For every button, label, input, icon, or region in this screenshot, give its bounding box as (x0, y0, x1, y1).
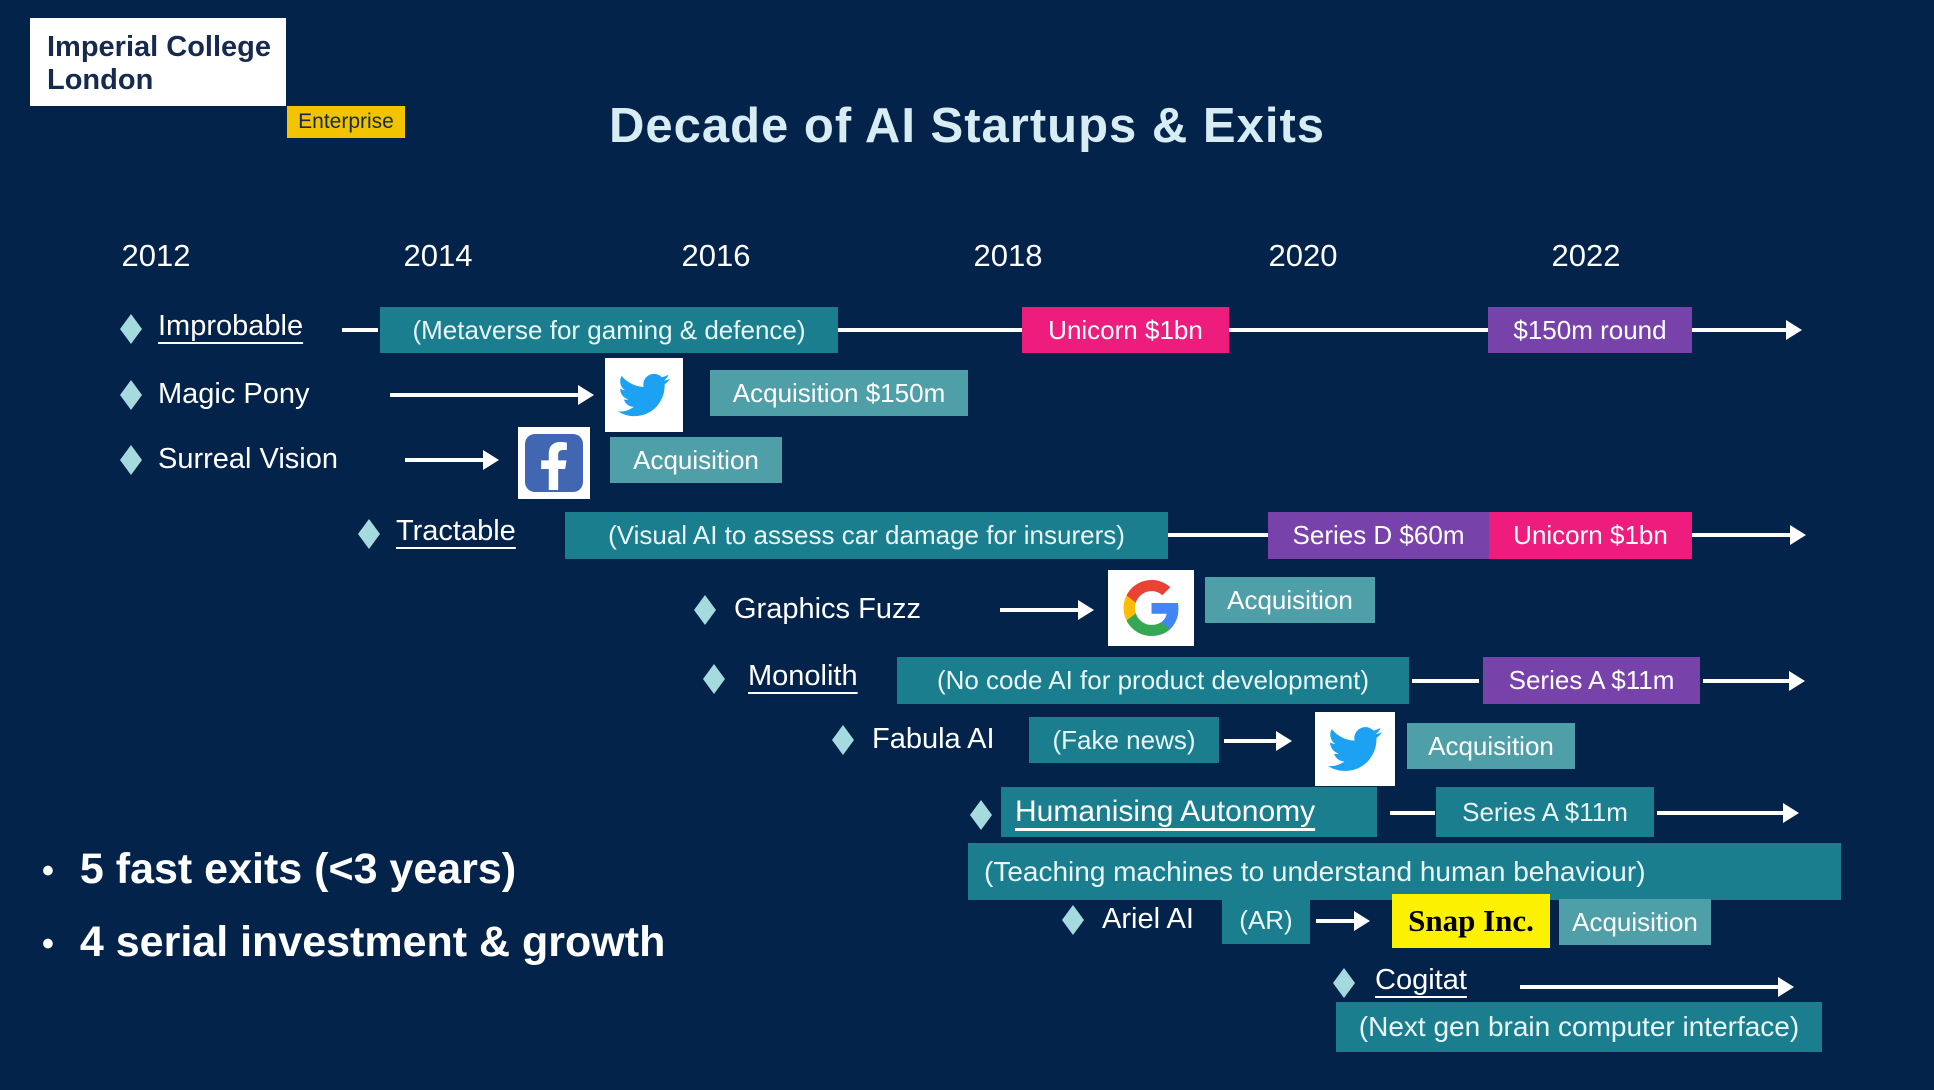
google-logo (1108, 570, 1194, 646)
year-label-2014: 2014 (403, 238, 473, 273)
google-g-icon (1123, 580, 1179, 636)
diamond-bullet-icon (970, 800, 992, 830)
diamond-bullet-icon (703, 664, 725, 694)
milestone-round-monolith: Series A $11m (1483, 657, 1700, 704)
slide-title: Decade of AI Startups & Exits (608, 99, 1326, 153)
startup-name-cogitat[interactable]: Cogitat (1375, 964, 1467, 996)
year-label-2012: 2012 (121, 238, 191, 273)
startup-name-ariel-ai: Ariel AI (1102, 903, 1194, 935)
timeline-arrow (1703, 671, 1805, 691)
bullet-dot-icon: • (42, 852, 54, 891)
milestone-acquisition-magic-pony: Acquisition $150m (710, 370, 968, 416)
timeline-arrow (1692, 320, 1802, 340)
milestone-unicorn-tractable: Unicorn $1bn (1489, 512, 1692, 559)
facebook-f-icon (525, 434, 583, 492)
summary-bullet-2: • 4 serial investment & growth (42, 918, 666, 966)
timeline-line (838, 328, 1022, 332)
startup-name-magic-pony: Magic Pony (158, 378, 310, 410)
twitter-bird-icon (618, 373, 670, 417)
bullet-dot-icon: • (42, 925, 54, 964)
diamond-bullet-icon (120, 314, 142, 344)
startup-name-improbable[interactable]: Improbable (158, 310, 304, 342)
timeline-line (1168, 533, 1268, 537)
snap-inc-logo: Snap Inc. (1392, 894, 1550, 948)
summary-bullet-1: • 5 fast exits (<3 years) (42, 845, 517, 893)
twitter-logo (1315, 712, 1395, 786)
diamond-bullet-icon (1333, 968, 1355, 998)
startup-name-fabula-ai: Fabula AI (872, 723, 995, 755)
diamond-bullet-icon (120, 445, 142, 475)
milestone-round-improbable: $150m round (1488, 307, 1692, 353)
milestone-unicorn-improbable: Unicorn $1bn (1022, 307, 1229, 353)
startup-name-humanising-autonomy[interactable]: Humanising Autonomy (1001, 787, 1377, 837)
year-label-2020: 2020 (1268, 238, 1338, 273)
facebook-logo (518, 427, 590, 499)
connector-line (342, 328, 378, 332)
diamond-bullet-icon (120, 380, 142, 410)
year-label-2016: 2016 (681, 238, 751, 273)
connector-line (1412, 679, 1479, 683)
milestone-round-humanising: Series A $11m (1436, 787, 1654, 837)
diamond-bullet-icon (694, 595, 716, 625)
startup-name-monolith[interactable]: Monolith (748, 660, 858, 692)
description-box-tractable: (Visual AI to assess car damage for insu… (565, 512, 1168, 559)
timeline-arrow (1657, 803, 1799, 823)
description-box-ariel: (AR) (1222, 897, 1310, 944)
diamond-bullet-icon (1062, 905, 1084, 935)
description-box-monolith: (No code AI for product development) (897, 657, 1409, 704)
connector-line (1390, 811, 1435, 815)
description-box-cogitat: (Next gen brain computer interface) (1336, 1002, 1822, 1052)
milestone-acquisition-fabula: Acquisition (1407, 723, 1575, 769)
timeline-arrow (1520, 977, 1794, 997)
description-box-humanising: (Teaching machines to understand human b… (968, 843, 1841, 900)
timeline-arrow (1692, 525, 1806, 545)
timeline-arrow (405, 450, 499, 470)
milestone-round-tractable: Series D $60m (1268, 512, 1489, 559)
description-box-fabula: (Fake news) (1029, 717, 1219, 763)
logo-line1: Imperial College (47, 31, 272, 63)
startup-name-surreal-vision: Surreal Vision (158, 443, 339, 475)
imperial-college-logo: Imperial College London (30, 18, 286, 106)
logo-line2: London (47, 64, 154, 97)
milestone-acquisition-ariel: Acquisition (1559, 899, 1711, 945)
enterprise-badge: Enterprise (287, 106, 405, 138)
milestone-acquisition-graphics-fuzz: Acquisition (1205, 577, 1375, 623)
year-label-2022: 2022 (1551, 238, 1621, 273)
year-label-2018: 2018 (973, 238, 1043, 273)
diamond-bullet-icon (832, 725, 854, 755)
twitter-logo (605, 358, 683, 432)
timeline-arrow (1316, 911, 1370, 931)
milestone-acquisition-surreal-vision: Acquisition (610, 437, 782, 483)
diamond-bullet-icon (358, 519, 380, 549)
timeline-arrow (390, 385, 594, 405)
twitter-bird-icon (1328, 727, 1382, 771)
timeline-line (1229, 328, 1488, 332)
startup-name-graphics-fuzz: Graphics Fuzz (734, 593, 921, 625)
timeline-arrow (1000, 600, 1094, 620)
startup-name-tractable[interactable]: Tractable (396, 515, 516, 547)
timeline-arrow (1224, 731, 1292, 751)
description-box-improbable: (Metaverse for gaming & defence) (380, 307, 838, 353)
